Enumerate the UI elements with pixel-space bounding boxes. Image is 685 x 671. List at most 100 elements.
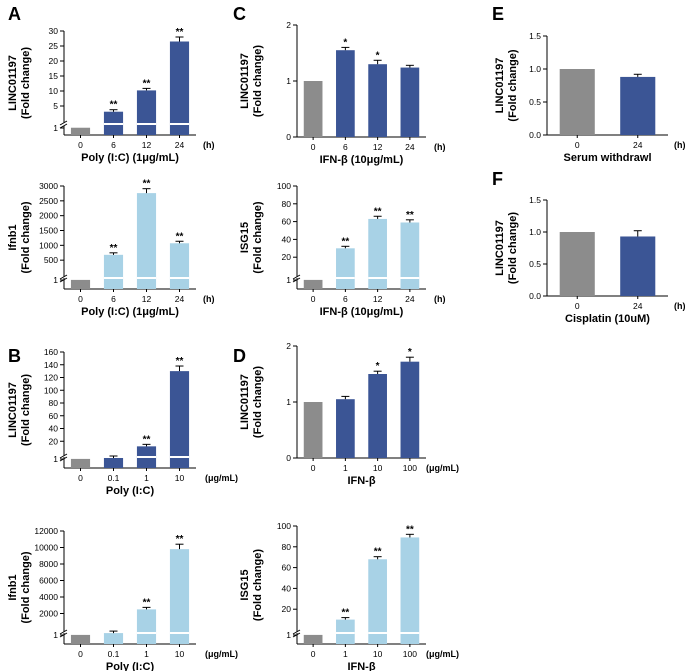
y-tick-label-a1-6: 30 — [49, 26, 59, 36]
x-axis-title-d1: IFN-β — [347, 475, 375, 487]
significance-b1-3: ** — [176, 356, 184, 367]
y-tick-label-b2-6: 12000 — [34, 526, 58, 536]
x-tick-label-d1-1: 1 — [343, 463, 348, 473]
x-axis-title-a2: Poly (I:C) (1μg/mL) — [81, 306, 179, 318]
y-axis-title-a2-1: (Fold change) — [20, 201, 32, 273]
panel-letter-e: E — [492, 4, 504, 24]
y-tick-label-b1-1: 20 — [49, 436, 59, 446]
x-tick-label-f-1: 24 — [633, 301, 643, 311]
y-tick-label-f-2: 1.0 — [529, 227, 541, 237]
significance-d2-3: ** — [406, 524, 414, 535]
bar-a1-0 — [70, 127, 91, 135]
bar-c1-3 — [400, 67, 420, 137]
bar-b1-0 — [70, 458, 91, 468]
x-unit-label-c1: (h) — [434, 142, 446, 152]
y-axis-title-f-1: (Fold change) — [507, 212, 519, 284]
y-tick-label-e-2: 1.0 — [529, 64, 541, 74]
bar-d1-2 — [368, 374, 387, 458]
significance-c1-2: * — [376, 50, 380, 61]
x-tick-label-b2-0: 0 — [78, 649, 83, 659]
x-tick-label-b2-3: 10 — [175, 649, 185, 659]
y-tick-label-lower-c2: 1 — [286, 275, 291, 285]
panel-letter-a1: A — [8, 4, 21, 24]
bar-b2-2 — [136, 609, 157, 644]
y-axis-title-f-0: LINC01197 — [494, 220, 506, 276]
y-tick-label-a2-6: 3000 — [39, 181, 58, 191]
y-tick-label-d2-1: 20 — [282, 604, 292, 614]
significance-d1-2: * — [376, 361, 380, 372]
y-tick-label-a1-2: 10 — [49, 86, 59, 96]
x-axis-title-b2: Poly (I:C) — [106, 661, 155, 671]
y-axis-title-d2-0: ISG15 — [239, 569, 251, 600]
y-axis-title-a1-0: LINC01197 — [7, 55, 19, 111]
panel-letter-b1: B — [8, 346, 21, 366]
y-tick-label-d2-2: 40 — [282, 583, 292, 593]
bar-d2-3 — [400, 537, 420, 644]
bar-b1-3 — [169, 371, 190, 468]
y-tick-label-a1-3: 15 — [49, 71, 59, 81]
significance-a2-2: ** — [143, 179, 151, 190]
x-tick-label-c2-0: 0 — [311, 294, 316, 304]
y-tick-label-a1-5: 25 — [49, 41, 59, 51]
bar-d1-1 — [336, 399, 355, 458]
significance-d2-2: ** — [374, 547, 382, 558]
significance-c2-1: ** — [341, 236, 349, 247]
y-tick-label-e-0: 0.0 — [529, 130, 541, 140]
x-unit-label-e: (h) — [674, 140, 685, 150]
y-tick-label-a2-1: 500 — [44, 255, 58, 265]
x-tick-label-c2-1: 6 — [343, 294, 348, 304]
y-tick-label-c2-5: 100 — [277, 181, 291, 191]
x-unit-label-d1: (μg/mL) — [426, 463, 459, 473]
x-unit-label-f: (h) — [674, 301, 685, 311]
bar-d2-0 — [303, 634, 323, 644]
panel-letter-f: F — [492, 169, 503, 189]
y-tick-label-a2-3: 1500 — [39, 226, 58, 236]
x-axis-title-e: Serum withdrawl — [563, 152, 651, 164]
x-axis-title-a1: Poly (I:C) (1μg/mL) — [81, 152, 179, 164]
y-tick-label-b2-2: 4000 — [39, 592, 58, 602]
y-tick-label-lower-a2: 1 — [53, 275, 58, 285]
y-axis-title-a1-1: (Fold change) — [20, 47, 32, 119]
bar-c2-3 — [400, 222, 420, 289]
axis-break-mark-a1-a — [59, 120, 68, 126]
y-tick-label-a1-1: 5 — [53, 101, 58, 111]
bar-c2-0 — [303, 279, 323, 289]
bar-e-0 — [559, 69, 595, 135]
y-tick-label-lower-d2: 1 — [286, 630, 291, 640]
x-axis-title-b1: Poly (I:C) — [106, 485, 155, 497]
bar-c1-1 — [336, 50, 355, 138]
bar-d1-3 — [400, 361, 420, 458]
x-tick-label-a1-2: 12 — [142, 140, 152, 150]
significance-a2-3: ** — [176, 231, 184, 242]
y-axis-title-b2-0: Ifnb1 — [7, 574, 19, 600]
y-axis-title-c2-1: (Fold change) — [252, 201, 264, 273]
y-axis-title-c1-0: LINC01197 — [239, 53, 251, 109]
bar-d2-2 — [368, 559, 387, 644]
y-tick-label-d2-5: 100 — [277, 521, 291, 531]
y-tick-label-d1-2: 2 — [286, 341, 291, 351]
x-axis-title-c1: IFN-β (10μg/mL) — [320, 154, 404, 166]
y-axis-title-e-1: (Fold change) — [507, 49, 519, 121]
panel-letter-d1: D — [233, 346, 246, 366]
y-tick-label-e-1: 0.5 — [529, 97, 541, 107]
x-tick-label-b2-2: 1 — [144, 649, 149, 659]
x-tick-label-b1-2: 1 — [144, 473, 149, 483]
axis-break-mark-b1-a — [59, 453, 68, 459]
x-tick-label-d1-2: 10 — [373, 463, 383, 473]
x-tick-label-b1-3: 10 — [175, 473, 185, 483]
significance-c2-3: ** — [406, 210, 414, 221]
axis-break-mark-a2-a — [59, 274, 68, 280]
y-tick-label-b2-5: 10000 — [34, 543, 58, 553]
x-tick-label-d2-0: 0 — [311, 649, 316, 659]
y-axis-title-b1-0: LINC01197 — [7, 382, 19, 438]
x-tick-label-d2-3: 100 — [403, 649, 417, 659]
y-axis-title-a2-0: Ifnb1 — [7, 224, 19, 250]
y-axis-title-b2-1: (Fold change) — [20, 551, 32, 623]
significance-d1-3: * — [408, 347, 412, 358]
y-tick-label-b1-7: 140 — [44, 360, 58, 370]
bar-c1-0 — [303, 81, 323, 137]
bar-e-1 — [620, 76, 656, 135]
x-tick-label-d1-3: 100 — [403, 463, 417, 473]
significance-b1-2: ** — [143, 434, 151, 445]
x-tick-label-d2-2: 10 — [373, 649, 383, 659]
